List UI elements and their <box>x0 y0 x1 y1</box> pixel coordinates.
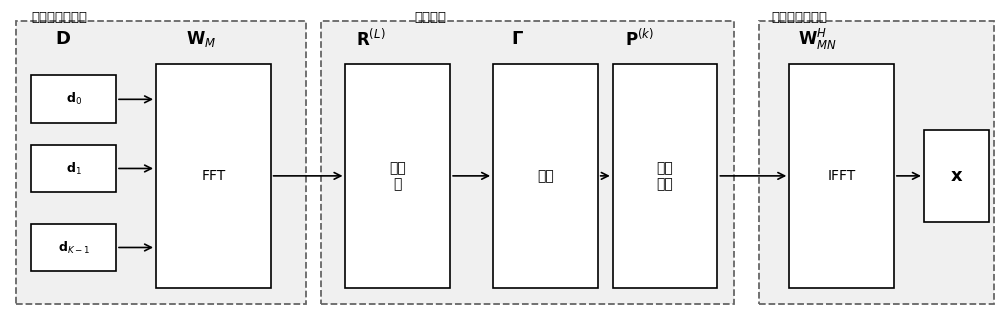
Text: IFFT: IFFT <box>827 169 856 183</box>
Text: 上采
样: 上采 样 <box>389 161 406 191</box>
Text: $\mathbf{R}^{(L)}$: $\mathbf{R}^{(L)}$ <box>356 29 385 50</box>
Text: $\mathbf{x}$: $\mathbf{x}$ <box>950 167 963 185</box>
Text: $\mathbf{d}_1$: $\mathbf{d}_1$ <box>66 160 82 177</box>
FancyBboxPatch shape <box>16 21 306 304</box>
Text: 频域处理: 频域处理 <box>414 11 446 24</box>
Text: 滤波: 滤波 <box>537 169 554 183</box>
FancyBboxPatch shape <box>345 64 450 288</box>
Text: $\mathbf{P}^{(k)}$: $\mathbf{P}^{(k)}$ <box>625 29 654 50</box>
FancyBboxPatch shape <box>493 64 598 288</box>
FancyBboxPatch shape <box>789 64 894 288</box>
Text: $\mathbf{W}_{MN}^H$: $\mathbf{W}_{MN}^H$ <box>798 27 837 52</box>
Text: $\mathbf{\Gamma}$: $\mathbf{\Gamma}$ <box>511 30 524 48</box>
FancyBboxPatch shape <box>31 145 116 192</box>
FancyBboxPatch shape <box>320 21 734 304</box>
Text: $\mathbf{W}_M$: $\mathbf{W}_M$ <box>186 29 216 49</box>
FancyBboxPatch shape <box>759 21 994 304</box>
Text: 频域到时域变换: 频域到时域变换 <box>771 11 827 24</box>
FancyBboxPatch shape <box>31 75 116 123</box>
Text: 增频
变换: 增频 变换 <box>657 161 673 191</box>
FancyBboxPatch shape <box>31 224 116 271</box>
Text: $\mathbf{d}_{K-1}$: $\mathbf{d}_{K-1}$ <box>58 239 90 256</box>
FancyBboxPatch shape <box>613 64 717 288</box>
FancyBboxPatch shape <box>156 64 271 288</box>
Text: 时域到频域变换: 时域到频域变换 <box>31 11 87 24</box>
Text: $\mathbf{D}$: $\mathbf{D}$ <box>55 30 71 48</box>
Text: FFT: FFT <box>201 169 225 183</box>
FancyBboxPatch shape <box>924 130 989 222</box>
Text: $\mathbf{d}_0$: $\mathbf{d}_0$ <box>66 91 82 107</box>
